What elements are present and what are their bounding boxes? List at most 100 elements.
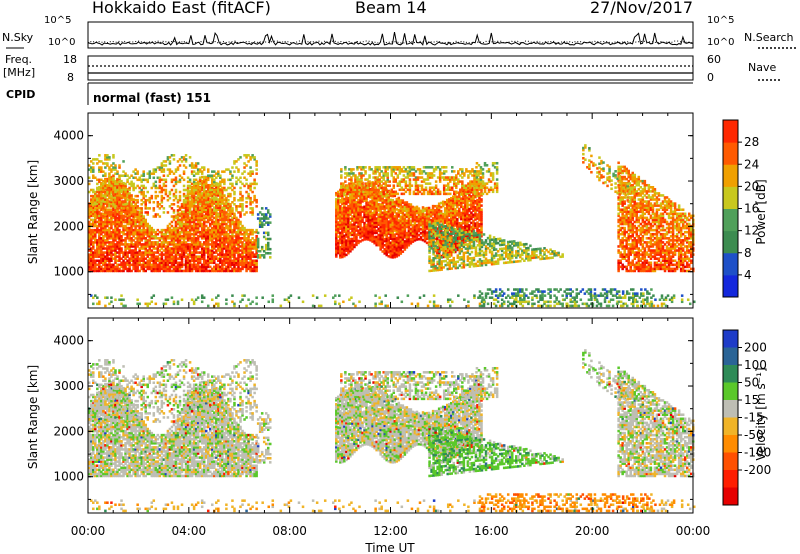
power-cell (215, 224, 218, 228)
power-cell (188, 265, 192, 269)
power-cell (136, 218, 139, 222)
power-cell (160, 241, 164, 244)
power-cell (150, 253, 154, 256)
power-cell (108, 237, 111, 240)
power-cell (217, 237, 220, 240)
power-cell (200, 204, 204, 207)
power-cell (202, 206, 206, 209)
power-cell (126, 253, 129, 256)
power-cell (132, 243, 135, 246)
power-cell (96, 243, 99, 246)
power-cell (206, 253, 210, 256)
power-cell (98, 228, 101, 232)
power-cell (162, 196, 166, 200)
power-cell (90, 251, 93, 254)
power-cell (114, 186, 117, 189)
power-cell (204, 230, 208, 234)
power-cell (128, 245, 131, 248)
power-cell (209, 259, 212, 263)
power-cell (120, 261, 123, 265)
power-cell (194, 241, 198, 244)
power-cell (194, 257, 198, 260)
power-cell (124, 224, 127, 228)
power-cell (124, 267, 127, 271)
power-cell (176, 216, 180, 220)
power-cell (116, 220, 119, 224)
power-cell (176, 237, 180, 240)
power-cell (120, 206, 123, 209)
nsky-right-tick-top: 10^5 (707, 15, 735, 26)
power-cell (148, 234, 152, 238)
power-cell (221, 241, 224, 244)
power-cell (188, 222, 192, 226)
power-cell (186, 202, 190, 205)
power-cell (211, 245, 214, 248)
power-cell (146, 249, 149, 252)
power-cell (114, 245, 117, 248)
power-cell (150, 259, 154, 263)
power-cell (206, 184, 210, 188)
power-cell (136, 255, 139, 258)
power-cell (202, 226, 206, 230)
power-cell (154, 251, 158, 254)
power-cell (112, 269, 115, 273)
power-cell (138, 269, 141, 273)
power-cell (211, 215, 214, 218)
power-cell (206, 255, 210, 258)
power-cell (106, 234, 109, 238)
power-cell (186, 216, 190, 220)
power-cell (134, 253, 137, 256)
power-cell (140, 253, 143, 256)
power-cell (98, 253, 101, 256)
power-cell (241, 194, 244, 198)
power-cell (126, 259, 129, 263)
power-cell (168, 257, 172, 260)
power-cell (213, 255, 216, 258)
power-cell (106, 239, 109, 242)
power-cell (122, 210, 125, 214)
power-cell (198, 210, 202, 214)
power-cell (144, 224, 147, 228)
power-cell (136, 251, 139, 254)
power-cell (140, 232, 143, 236)
power-cell (120, 218, 123, 222)
power-cell (198, 200, 202, 203)
nsky-tick-bottom: 10^0 (48, 37, 76, 48)
power-cell (132, 210, 135, 214)
power-cell (114, 249, 117, 252)
power-cell (221, 222, 224, 226)
power-cell (164, 249, 168, 252)
power-cell (221, 224, 224, 228)
power-cell (215, 269, 218, 273)
power-cell (202, 194, 206, 197)
power-cell (217, 230, 220, 234)
power-cell (102, 230, 105, 234)
power-cell (90, 249, 93, 252)
power-cell (132, 182, 135, 186)
power-cell (134, 220, 137, 224)
power-cell (217, 192, 220, 195)
power-cell (251, 170, 254, 173)
power-cell (126, 208, 129, 211)
power-cell (138, 216, 141, 220)
power-cell (112, 220, 115, 224)
power-cell (213, 232, 216, 236)
power-cell (152, 241, 156, 244)
power-cell (200, 232, 204, 236)
power-cell (120, 234, 123, 238)
power-cell (209, 186, 212, 189)
power-cell (233, 215, 236, 218)
power-cell (140, 234, 143, 238)
power-cell (184, 222, 188, 226)
power-cell (219, 230, 222, 234)
power-cell (156, 265, 160, 269)
power-cell (198, 245, 202, 248)
power-cell (106, 188, 109, 191)
power-cell (178, 247, 182, 250)
power-cell (204, 224, 208, 228)
power-cell (192, 230, 196, 234)
power-cell (88, 237, 91, 240)
power-cell (194, 237, 198, 240)
power-cell (100, 218, 103, 222)
power-cell (209, 192, 212, 195)
